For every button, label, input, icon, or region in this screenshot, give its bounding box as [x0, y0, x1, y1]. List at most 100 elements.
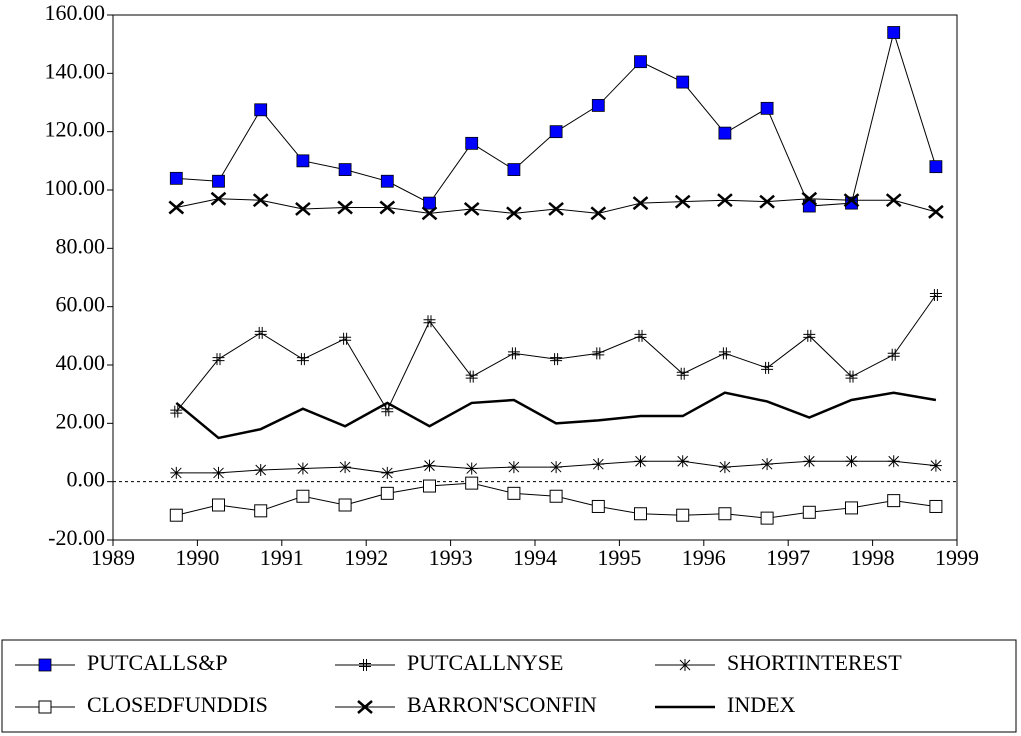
marker: [212, 353, 225, 366]
marker: [760, 511, 774, 525]
marker-shape: [843, 193, 860, 208]
marker: [212, 498, 225, 512]
marker: [254, 103, 268, 117]
marker: [170, 466, 183, 479]
marker: [549, 489, 563, 503]
marker-shape: [339, 332, 352, 345]
marker: [38, 658, 52, 672]
marker: [929, 289, 942, 301]
marker-shape: [296, 353, 309, 366]
marker: [169, 508, 183, 522]
x-tick-label: 1996: [682, 545, 726, 570]
x-tick-label: 1992: [344, 545, 388, 570]
marker-shape: [423, 479, 436, 493]
marker: [337, 200, 353, 215]
marker: [717, 193, 733, 208]
legend-label: SHORTINTEREST: [727, 650, 902, 675]
marker: [803, 329, 816, 342]
marker: [929, 160, 943, 174]
marker-shape: [254, 504, 268, 518]
marker: [507, 461, 520, 474]
marker: [296, 462, 309, 475]
legend-box: [1, 639, 1017, 733]
marker-shape: [212, 466, 225, 479]
marker-shape: [549, 489, 563, 503]
marker-shape: [929, 289, 942, 301]
marker: [463, 202, 480, 216]
marker-shape: [718, 126, 732, 140]
y-tick-label: 20.00: [56, 408, 106, 433]
marker: [507, 486, 521, 500]
marker-shape: [845, 370, 858, 383]
marker-shape: [845, 455, 858, 468]
marker: [591, 99, 605, 112]
marker-shape: [591, 499, 605, 513]
marker-shape: [679, 659, 691, 671]
marker-shape: [38, 658, 52, 672]
marker: [507, 163, 521, 176]
marker: [634, 455, 647, 468]
legend-label: INDEX: [727, 692, 796, 717]
marker: [465, 370, 478, 383]
marker: [338, 498, 352, 512]
marker: [359, 659, 371, 671]
marker: [212, 174, 225, 188]
marker: [718, 507, 732, 521]
marker: [845, 370, 858, 383]
marker-shape: [380, 486, 394, 500]
marker-shape: [295, 202, 311, 216]
marker-shape: [254, 103, 268, 117]
marker-shape: [210, 191, 227, 206]
marker-shape: [38, 700, 52, 714]
marker: [761, 458, 774, 471]
marker: [254, 464, 267, 476]
marker: [170, 405, 183, 418]
marker: [423, 459, 436, 472]
marker-shape: [634, 55, 647, 69]
marker-shape: [506, 206, 522, 221]
marker-shape: [676, 75, 690, 89]
marker-shape: [717, 193, 733, 208]
marker: [338, 163, 352, 176]
series-line: [175, 391, 937, 440]
marker-shape: [718, 461, 731, 474]
marker: [634, 329, 647, 342]
marker: [381, 466, 394, 479]
marker-shape: [212, 353, 225, 366]
marker-shape: [929, 499, 943, 513]
y-tick-label: 100.00: [45, 175, 106, 200]
marker-shape: [676, 367, 689, 380]
marker-shape: [296, 154, 310, 168]
marker-shape: [170, 405, 183, 418]
marker: [168, 200, 185, 215]
marker: [590, 206, 607, 221]
marker-shape: [632, 196, 649, 211]
marker: [379, 200, 396, 215]
marker: [550, 353, 563, 366]
marker: [761, 361, 774, 374]
marker-shape: [803, 455, 816, 468]
marker: [465, 136, 479, 150]
marker: [465, 476, 479, 490]
y-tick-label: 160.00: [45, 0, 106, 25]
marker-shape: [465, 476, 479, 490]
marker-shape: [169, 508, 183, 522]
marker-shape: [421, 206, 438, 221]
x-tick-label: 1989: [91, 545, 135, 570]
legend-label: BARRON'SCONFIN: [407, 692, 597, 717]
marker-shape: [423, 196, 436, 210]
marker: [803, 455, 816, 468]
marker-shape: [885, 193, 902, 208]
marker-shape: [169, 171, 183, 185]
marker-shape: [634, 329, 647, 342]
marker-shape: [296, 462, 309, 475]
y-tick-label: -20.00: [48, 525, 105, 550]
marker-shape: [761, 361, 774, 374]
marker: [210, 191, 227, 206]
marker: [676, 75, 690, 89]
marker: [296, 353, 309, 366]
legend-label: PUTCALLS&P: [87, 650, 228, 675]
marker-shape: [254, 326, 267, 339]
marker-shape: [507, 461, 520, 474]
